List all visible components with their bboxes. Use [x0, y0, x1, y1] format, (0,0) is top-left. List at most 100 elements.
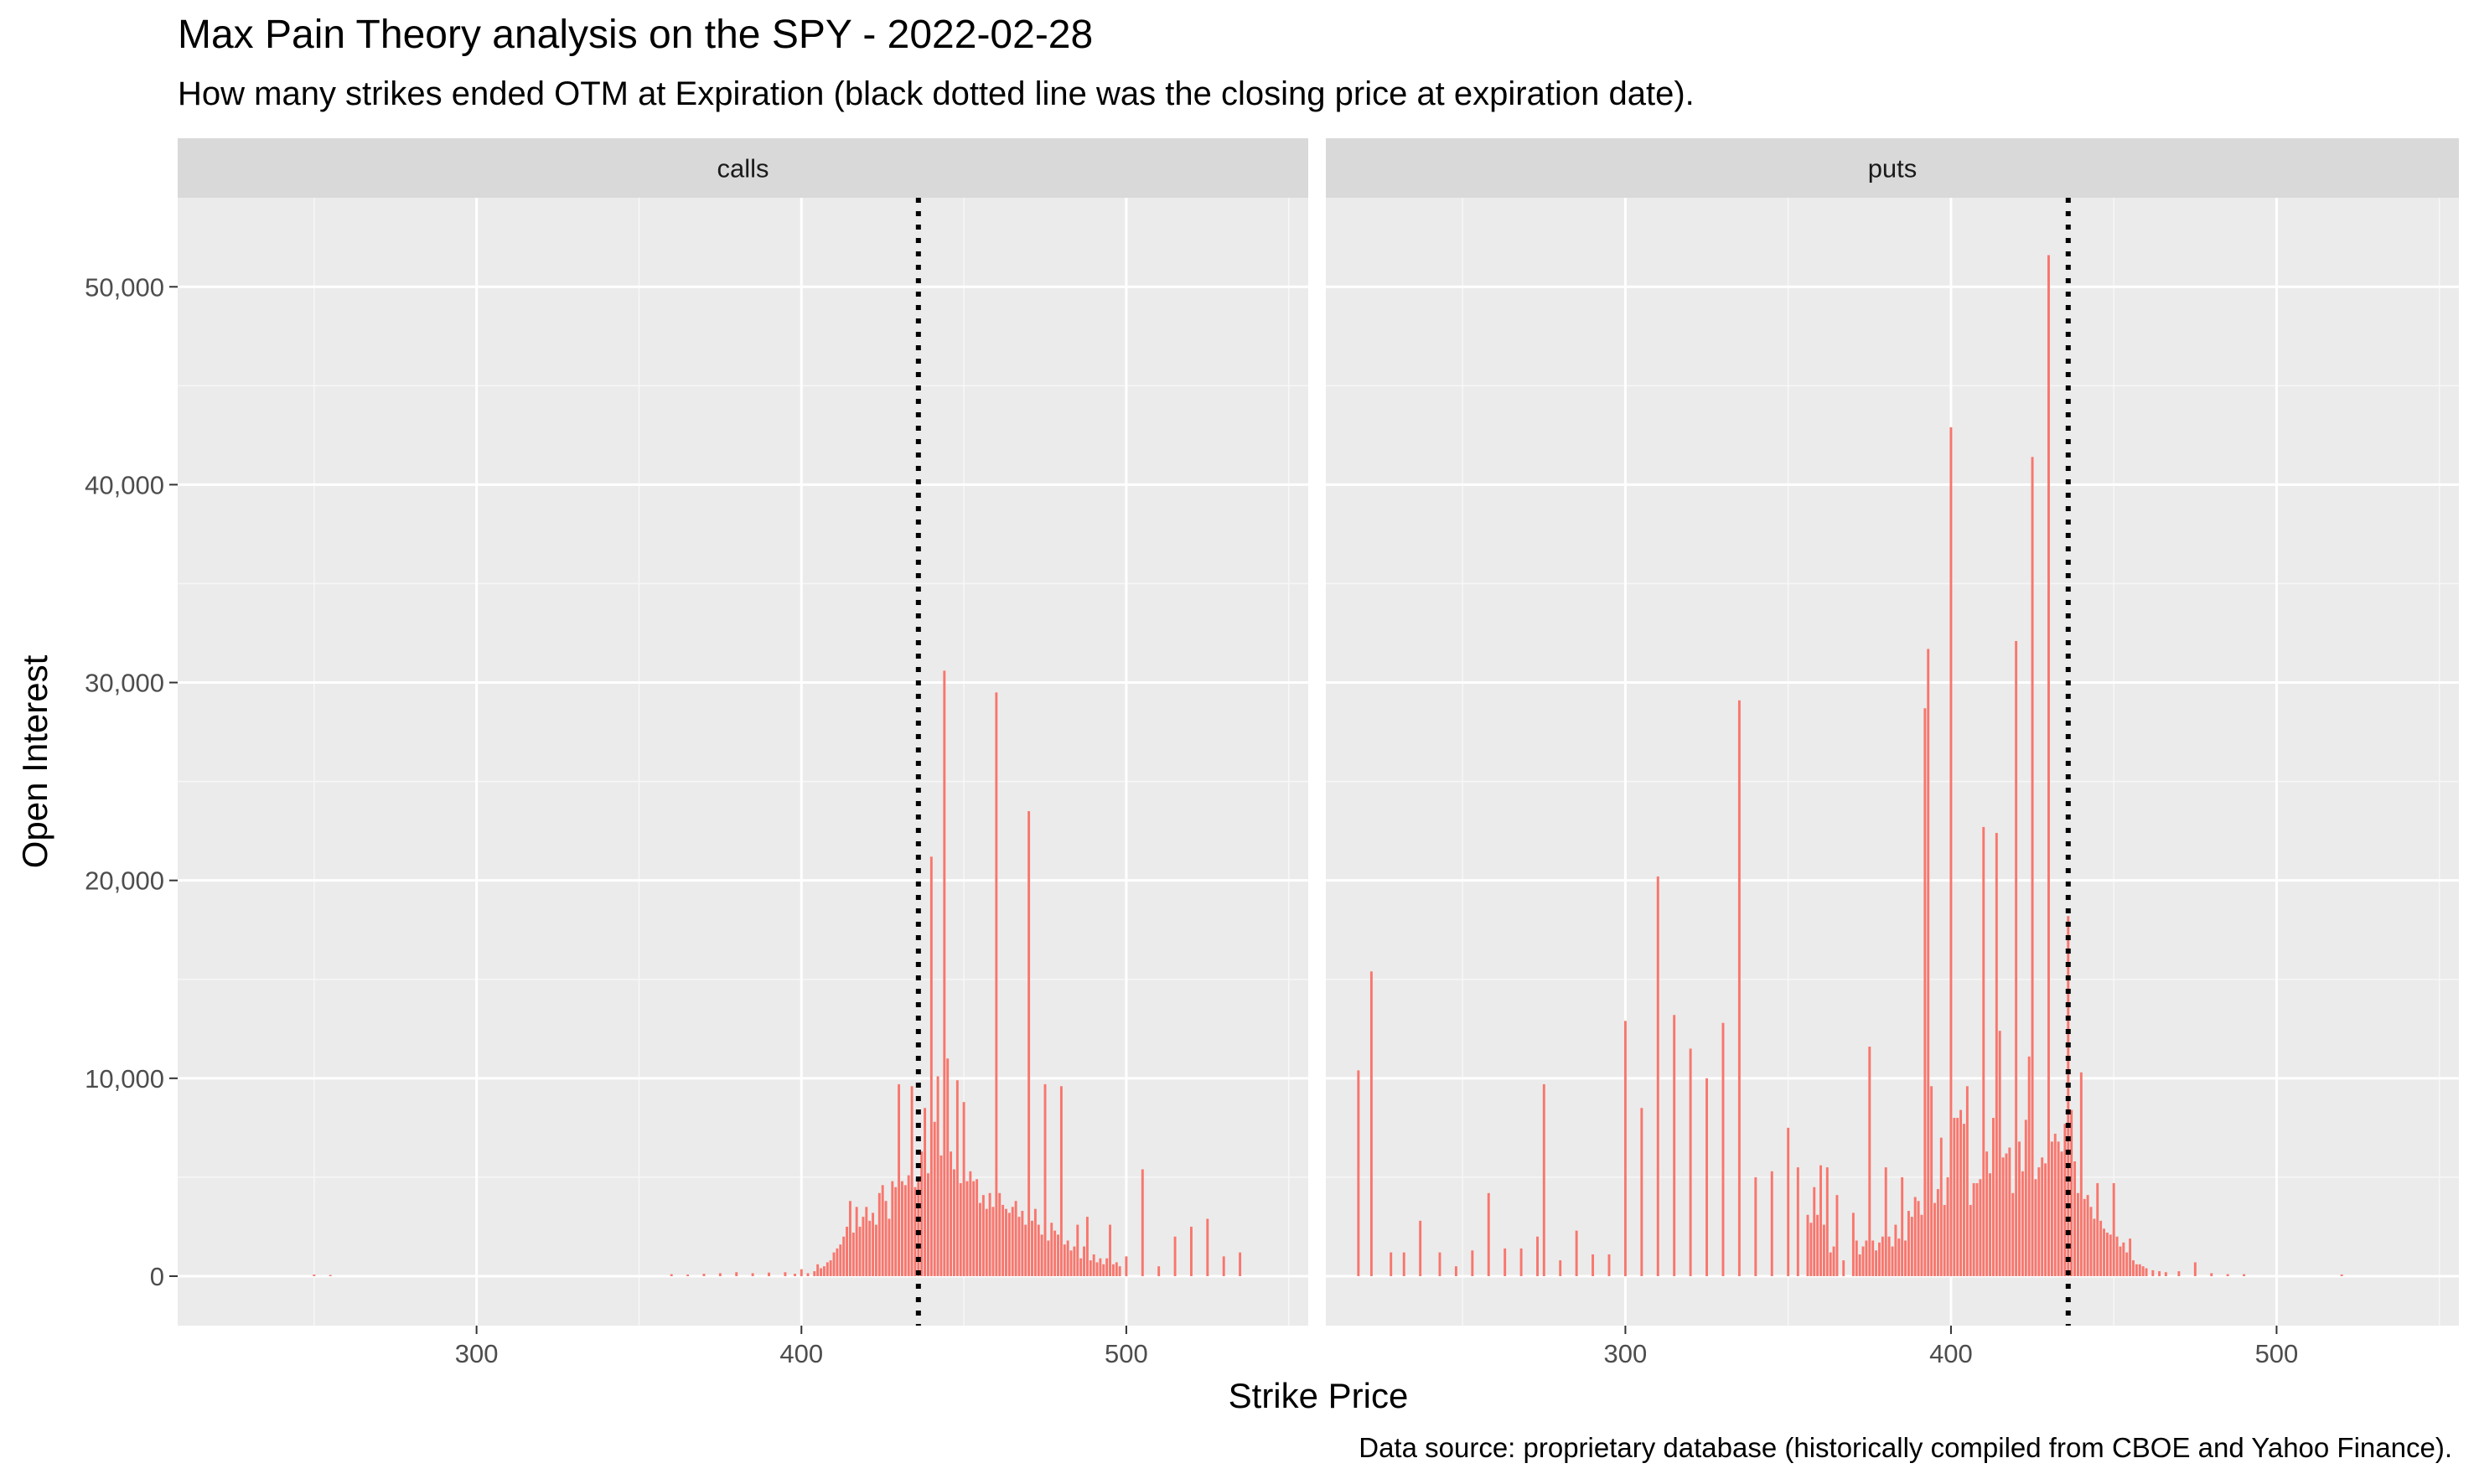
- bar-puts-382: [1891, 1246, 1894, 1276]
- bar-calls-438: [924, 1108, 927, 1276]
- bar-puts-392: [1923, 708, 1927, 1276]
- bar-calls-486: [1079, 1258, 1083, 1276]
- bar-puts-413: [1991, 1118, 1995, 1276]
- bar-calls-455: [979, 1202, 981, 1276]
- bar-calls-492: [1099, 1258, 1102, 1276]
- bar-calls-444: [943, 670, 946, 1276]
- bar-calls-466: [1014, 1201, 1017, 1276]
- bar-calls-494: [1105, 1258, 1109, 1276]
- bar-calls-375: [718, 1273, 722, 1276]
- bar-calls-400: [800, 1269, 803, 1276]
- chart-title: Max Pain Theory analysis on the SPY - 20…: [178, 13, 1094, 57]
- bar-puts-407: [1972, 1182, 1975, 1276]
- bar-calls-419: [862, 1217, 865, 1276]
- bar-puts-275: [1542, 1083, 1545, 1276]
- x-tick-label: 500: [1105, 1339, 1148, 1368]
- bar-puts-290: [1592, 1254, 1595, 1276]
- bar-puts-395: [1933, 1202, 1936, 1276]
- x-axis-title: Strike Price: [1229, 1376, 1409, 1415]
- bar-puts-385: [1901, 1176, 1904, 1276]
- bar-calls-409: [829, 1260, 832, 1276]
- bar-calls-489: [1089, 1260, 1092, 1276]
- bar-calls-370: [702, 1274, 706, 1276]
- bar-puts-232: [1402, 1252, 1405, 1276]
- bar-puts-412: [1989, 1173, 1992, 1276]
- bar-calls-457: [985, 1208, 988, 1276]
- bar-puts-353: [1796, 1167, 1799, 1276]
- bar-puts-429: [2044, 1163, 2047, 1276]
- bar-puts-424: [2027, 1056, 2031, 1276]
- bar-puts-387: [1907, 1211, 1910, 1276]
- bar-calls-406: [820, 1268, 822, 1276]
- bar-calls-467: [1017, 1217, 1021, 1276]
- bar-calls-456: [981, 1195, 985, 1276]
- bar-puts-228: [1390, 1252, 1393, 1276]
- bar-calls-485: [1076, 1224, 1079, 1276]
- bar-calls-475: [1043, 1083, 1047, 1276]
- bar-puts-455: [2129, 1238, 2132, 1276]
- bar-puts-258: [1487, 1192, 1490, 1276]
- bar-calls-452: [969, 1171, 972, 1276]
- bar-puts-406: [1969, 1204, 1972, 1276]
- bar-calls-437: [920, 1151, 924, 1276]
- y-tick-label: 20,000: [85, 866, 164, 896]
- bar-calls-405: [816, 1264, 820, 1276]
- bar-puts-295: [1607, 1254, 1611, 1276]
- bar-calls-430: [898, 1083, 901, 1276]
- bar-calls-440: [929, 856, 933, 1276]
- bar-calls-422: [872, 1213, 875, 1276]
- bar-puts-414: [1995, 833, 1998, 1276]
- x-tick-label: 300: [1604, 1339, 1648, 1368]
- bar-puts-388: [1910, 1217, 1913, 1276]
- bar-calls-479: [1057, 1234, 1059, 1276]
- bar-puts-411: [1985, 1151, 1989, 1276]
- bar-puts-397: [1939, 1137, 1943, 1276]
- bar-calls-407: [822, 1266, 826, 1276]
- bar-calls-515: [1173, 1236, 1177, 1276]
- bar-puts-431: [2050, 1141, 2053, 1276]
- bar-puts-401: [1953, 1118, 1956, 1276]
- bar-puts-381: [1887, 1236, 1891, 1276]
- y-tick-label: 0: [150, 1262, 164, 1291]
- bar-puts-393: [1927, 649, 1930, 1276]
- bar-puts-415: [1998, 1031, 2001, 1276]
- bar-puts-374: [1865, 1240, 1868, 1276]
- bar-calls-417: [855, 1207, 858, 1276]
- bar-puts-389: [1913, 1197, 1917, 1276]
- bar-calls-411: [836, 1248, 839, 1276]
- bar-puts-383: [1894, 1224, 1897, 1276]
- y-tick-label: 10,000: [85, 1064, 164, 1094]
- bar-calls-498: [1118, 1266, 1121, 1276]
- bar-puts-458: [2138, 1264, 2141, 1276]
- bar-calls-500: [1125, 1256, 1128, 1276]
- bar-calls-493: [1102, 1264, 1105, 1276]
- bar-puts-410: [1982, 826, 1985, 1276]
- bar-puts-456: [2132, 1260, 2135, 1276]
- bar-calls-441: [933, 1121, 936, 1276]
- bar-puts-222: [1369, 971, 1373, 1276]
- bar-calls-484: [1073, 1246, 1076, 1276]
- bar-puts-433: [2057, 1141, 2060, 1276]
- bar-puts-445: [2096, 1182, 2099, 1276]
- bar-calls-478: [1053, 1230, 1057, 1276]
- bar-puts-440: [2079, 1072, 2083, 1276]
- bar-puts-402: [1956, 1118, 1959, 1276]
- bar-puts-377: [1875, 1250, 1878, 1276]
- bar-puts-432: [2053, 1133, 2057, 1276]
- bar-calls-365: [686, 1275, 690, 1276]
- bar-puts-459: [2141, 1266, 2145, 1276]
- bar-calls-462: [1002, 1204, 1005, 1276]
- bar-puts-462: [2151, 1269, 2155, 1276]
- bar-calls-482: [1066, 1240, 1069, 1276]
- bar-puts-416: [2001, 1157, 2005, 1276]
- bar-calls-535: [1239, 1252, 1242, 1276]
- bar-puts-485: [2226, 1274, 2229, 1276]
- bar-puts-423: [2024, 1119, 2027, 1276]
- y-tick-label: 40,000: [85, 470, 164, 499]
- bar-calls-471: [1031, 1220, 1033, 1276]
- facet-strip-puts: [1326, 138, 2459, 198]
- bar-calls-450: [962, 1102, 965, 1276]
- bar-calls-481: [1063, 1244, 1066, 1276]
- bar-calls-415: [848, 1201, 851, 1276]
- bar-puts-520: [2340, 1275, 2343, 1276]
